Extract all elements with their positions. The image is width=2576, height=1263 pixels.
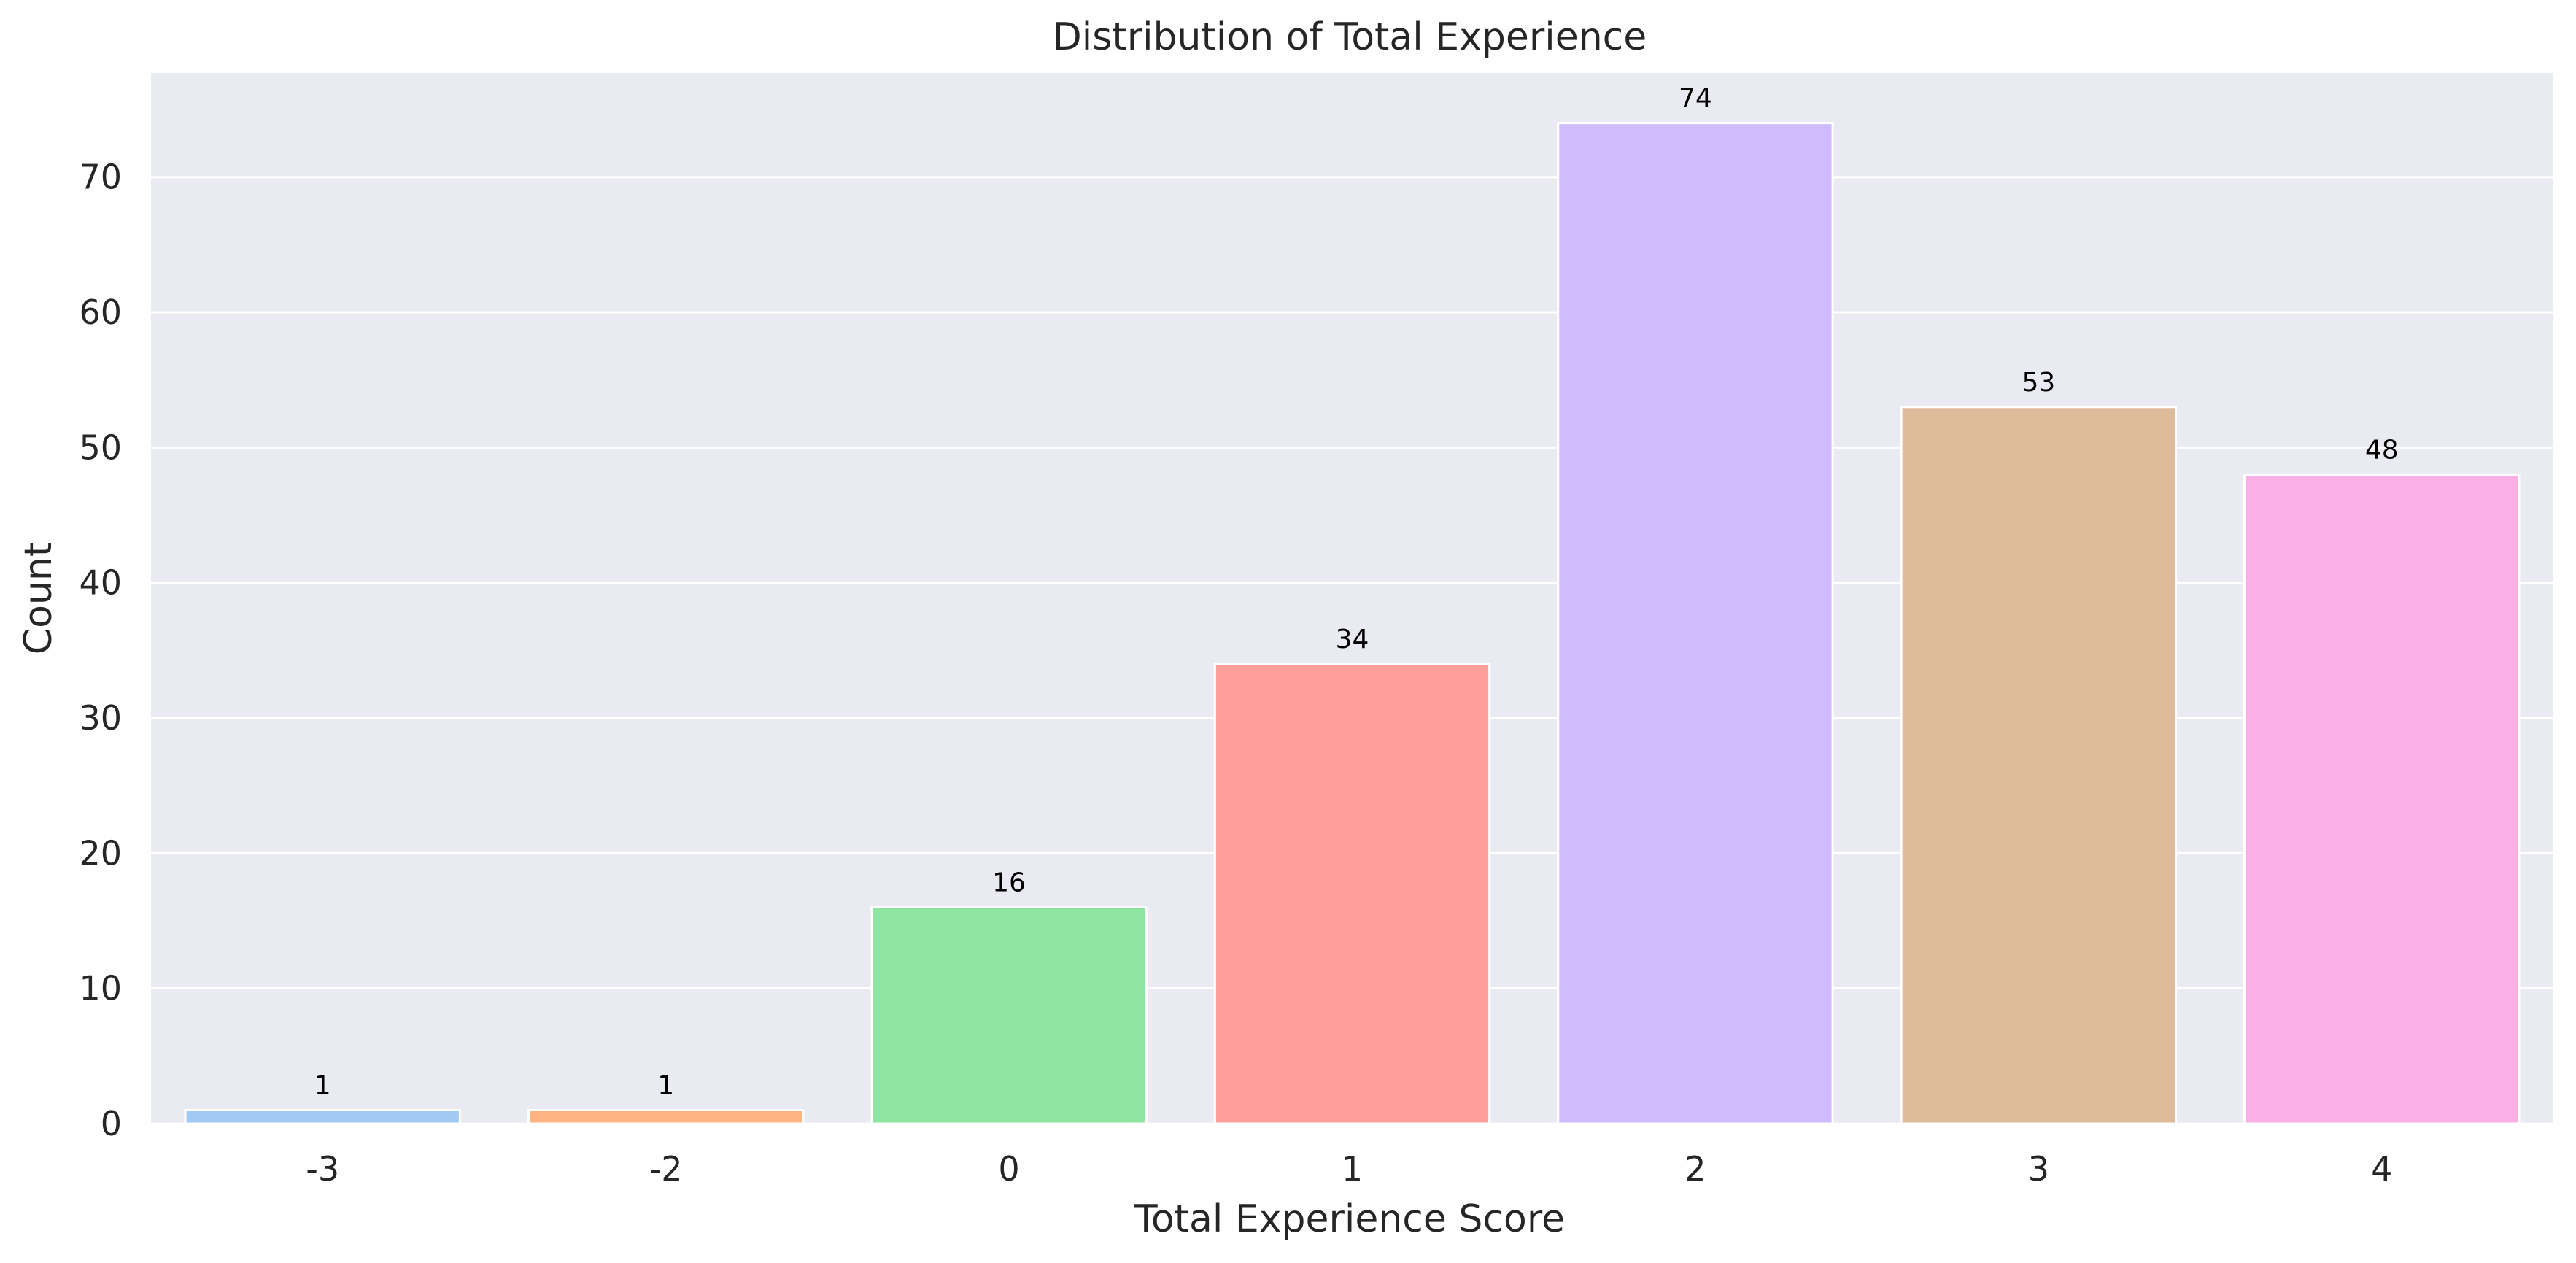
bar-value-label: 16 xyxy=(992,868,1026,897)
y-tick-label: 60 xyxy=(79,293,122,332)
x-axis-title: Total Experience Score xyxy=(1134,1197,1565,1241)
data-labels: 1 1 16 34 74 53 48 xyxy=(314,84,2399,1101)
bar xyxy=(1213,663,1491,1125)
x-tick-label: 3 xyxy=(2028,1149,2049,1189)
y-axis-ticks: 0 10 20 30 40 50 60 70 xyxy=(79,158,122,1143)
y-tick-label: 0 xyxy=(101,1104,122,1143)
y-axis-title: Count xyxy=(17,542,61,654)
x-tick-label: -3 xyxy=(306,1149,339,1189)
bar xyxy=(870,905,1148,1125)
x-tick-label: -2 xyxy=(649,1149,683,1189)
x-tick-label: 4 xyxy=(2371,1149,2392,1189)
bar xyxy=(2243,473,2521,1125)
bar-value-label: 53 xyxy=(2022,368,2055,398)
bar xyxy=(184,1108,461,1125)
x-tick-label: 2 xyxy=(1685,1149,1706,1189)
bar-value-label: 34 xyxy=(1336,625,1369,654)
y-tick-label: 10 xyxy=(79,969,122,1008)
bar-value-label: 74 xyxy=(1679,84,1712,114)
y-tick-label: 30 xyxy=(79,698,122,738)
chart-title: Distribution of Total Experience xyxy=(1053,15,1647,59)
y-tick-label: 70 xyxy=(79,158,122,197)
bar-value-label: 48 xyxy=(2365,435,2399,465)
x-tick-label: 1 xyxy=(1342,1149,1363,1189)
bar xyxy=(1557,122,1834,1125)
bars xyxy=(184,122,2521,1125)
bar xyxy=(527,1108,805,1125)
bar-value-label: 1 xyxy=(314,1070,331,1100)
y-tick-label: 40 xyxy=(79,563,122,603)
y-tick-label: 20 xyxy=(79,833,122,873)
x-tick-label: 0 xyxy=(998,1149,1019,1189)
y-tick-label: 50 xyxy=(79,428,122,467)
x-axis-ticks: -3 -2 0 1 2 3 4 xyxy=(306,1149,2392,1189)
bar-value-label: 1 xyxy=(657,1070,674,1100)
bar xyxy=(1900,406,2178,1125)
